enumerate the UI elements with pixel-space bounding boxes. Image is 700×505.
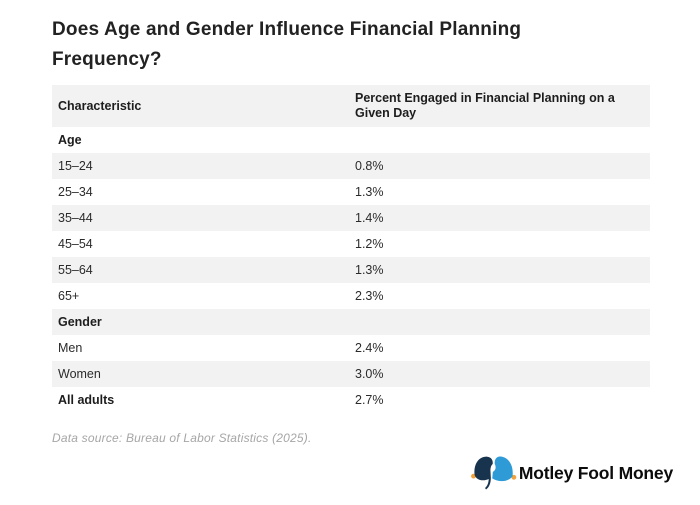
row-label: 25–34 bbox=[58, 185, 93, 199]
column-header-characteristic: Characteristic bbox=[58, 99, 142, 113]
column-header-percent: Percent Engaged in Financial Planning on… bbox=[355, 91, 615, 120]
row-value: 1.3% bbox=[355, 185, 384, 199]
logo-wordmark: Motley Fool Money bbox=[518, 462, 673, 483]
row-value: 2.3% bbox=[355, 289, 384, 303]
table-row: Age bbox=[52, 127, 650, 153]
table-row: Women 3.0% bbox=[52, 361, 650, 387]
row-label: Age bbox=[58, 133, 82, 147]
table-row: 45–54 1.2% bbox=[52, 231, 650, 257]
table-row: All adults 2.7% bbox=[52, 387, 650, 413]
row-value bbox=[355, 309, 650, 335]
row-label: 35–44 bbox=[58, 211, 93, 225]
row-value: 2.4% bbox=[355, 341, 384, 355]
table-row: 15–24 0.8% bbox=[52, 153, 650, 179]
row-value: 3.0% bbox=[355, 367, 384, 381]
motley-fool-money-logo: Motley Fool Money bbox=[470, 448, 673, 498]
data-source-note: Data source: Bureau of Labor Statistics … bbox=[52, 431, 312, 445]
row-value: 2.7% bbox=[355, 393, 384, 407]
table-row: Gender bbox=[52, 309, 650, 335]
table-row: 35–44 1.4% bbox=[52, 205, 650, 231]
table-body: Age 15–24 0.8% 25–34 1.3% 35–44 1.4% 45–54 1.2% 5… bbox=[52, 127, 650, 413]
table-row: 65+ 2.3% bbox=[52, 283, 650, 309]
row-label: 15–24 bbox=[58, 159, 93, 173]
jester-cap-icon bbox=[470, 456, 517, 490]
infographic: Does Age and Gender Influence Financial … bbox=[52, 19, 650, 445]
table-header-row: Characteristic Percent Engaged in Financ… bbox=[52, 85, 650, 127]
row-label: 55–64 bbox=[58, 263, 93, 277]
table-row: Men 2.4% bbox=[52, 335, 650, 361]
row-value: 0.8% bbox=[355, 159, 384, 173]
row-label: 45–54 bbox=[58, 237, 93, 251]
table-row: 25–34 1.3% bbox=[52, 179, 650, 205]
row-label: Men bbox=[58, 341, 83, 355]
row-label: Women bbox=[58, 367, 101, 381]
row-value bbox=[355, 127, 650, 153]
page-title: Does Age and Gender Influence Financial … bbox=[52, 19, 522, 70]
row-value: 1.3% bbox=[355, 263, 384, 277]
row-label: 65+ bbox=[58, 289, 80, 303]
table-row: 55–64 1.3% bbox=[52, 257, 650, 283]
row-label: Gender bbox=[58, 315, 102, 329]
row-value: 1.4% bbox=[355, 211, 384, 225]
statistics-table: Characteristic Percent Engaged in Financ… bbox=[52, 85, 650, 413]
row-label: All adults bbox=[58, 393, 115, 407]
row-value: 1.2% bbox=[355, 237, 384, 251]
